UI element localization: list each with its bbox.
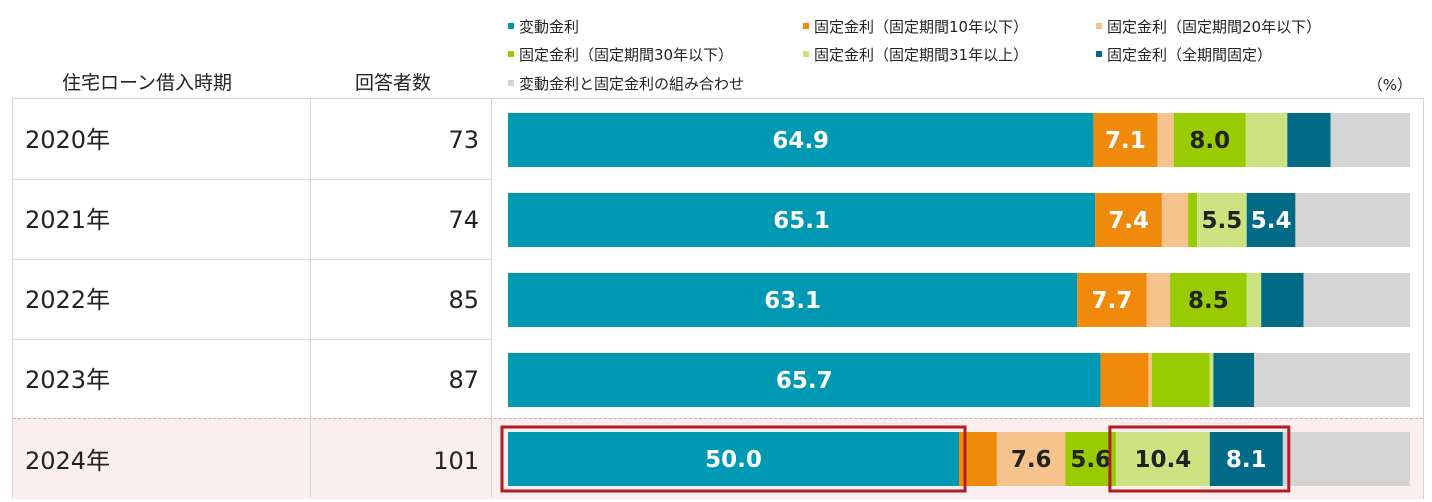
highlight-box-variable <box>500 425 967 493</box>
bar-segment <box>1209 353 1214 407</box>
table-row: 2023年 87 <box>13 340 1423 420</box>
data-label: 10.4 <box>1135 447 1192 473</box>
bar-segment <box>508 353 1101 407</box>
data-label: 7.4 <box>1108 208 1149 234</box>
bar-segment <box>1170 273 1247 327</box>
bar-segment <box>1246 273 1262 327</box>
row-year: 2021年 <box>25 206 111 234</box>
bar-segment <box>1209 432 1283 486</box>
data-label: 7.6 <box>1011 447 1052 473</box>
bar-segment <box>1093 113 1158 167</box>
bar-segment <box>1287 113 1331 167</box>
legend-swatch <box>508 23 514 29</box>
data-label: 65.7 <box>776 368 833 394</box>
legend-swatch <box>803 23 809 29</box>
bar-segment <box>508 273 1078 327</box>
bar-segment <box>1100 353 1149 407</box>
bar-segment <box>1157 113 1174 167</box>
column-divider <box>491 99 492 498</box>
bar-segment <box>1197 193 1247 247</box>
data-label: 8.5 <box>1188 288 1229 314</box>
legend-swatch <box>1096 51 1102 57</box>
legend-item-fixed-30y: 固定金利（固定期間30年以下） <box>508 46 733 64</box>
legend-label: 固定金利（固定期間30年以下） <box>519 46 734 64</box>
legend-item-variable: 変動金利 <box>508 18 579 36</box>
bar-segment <box>1295 193 1410 247</box>
bar-segment <box>1077 273 1147 327</box>
bar-segment <box>1095 193 1162 247</box>
bar-segment <box>1330 113 1410 167</box>
legend-swatch <box>508 80 514 86</box>
row-year: 2023年 <box>25 366 111 394</box>
legend-label: 固定金利（固定期間10年以下） <box>814 18 1029 36</box>
legend-item-fixed-full: 固定金利（全期間固定） <box>1096 46 1272 64</box>
legend-label: 固定金利（全期間固定） <box>1107 46 1273 64</box>
legend-label: 変動金利と固定金利の組み合わせ <box>519 75 745 93</box>
legend-label: 変動金利 <box>519 18 580 36</box>
bar-segment <box>1161 193 1189 247</box>
column-divider <box>310 99 311 498</box>
table-row: 2021年 74 <box>13 180 1423 260</box>
bar-segment <box>1261 273 1304 327</box>
bar-segment <box>996 432 1066 486</box>
highlight-box-long-fixed <box>1108 425 1291 493</box>
row-year: 2022年 <box>25 286 111 314</box>
bar-segment <box>1282 432 1410 486</box>
data-label: 65.1 <box>773 208 830 234</box>
data-label: 7.1 <box>1105 128 1146 154</box>
row-year: 2020年 <box>25 126 111 154</box>
row-year: 2024年 <box>25 447 111 475</box>
bar-segment <box>1213 353 1254 407</box>
row-respondents: 73 <box>448 126 479 154</box>
legend-swatch <box>803 51 809 57</box>
bar-segment <box>1146 273 1171 327</box>
legend-swatch <box>1096 23 1102 29</box>
bar-segment <box>508 193 1096 247</box>
bar-segment <box>1148 353 1152 407</box>
header-respondents: 回答者数 <box>355 72 432 94</box>
data-label: 7.7 <box>1092 288 1133 314</box>
data-label: 5.5 <box>1202 208 1243 234</box>
table-row: 2020年 73 <box>13 99 1423 179</box>
bar-segment <box>1245 113 1288 167</box>
row-respondents: 87 <box>448 366 479 394</box>
data-label: 8.0 <box>1189 128 1230 154</box>
bar-segment <box>508 113 1094 167</box>
data-label: 50.0 <box>705 447 762 473</box>
row-respondents: 101 <box>433 447 479 475</box>
bar-segment <box>508 432 959 486</box>
row-respondents: 74 <box>448 206 479 234</box>
bar-segment <box>1173 113 1246 167</box>
bar-segment <box>1303 273 1410 327</box>
legend-item-combination: 変動金利と固定金利の組み合わせ <box>508 75 744 93</box>
row-divider <box>13 259 491 260</box>
legend-item-fixed-10y: 固定金利（固定期間10年以下） <box>803 18 1028 36</box>
bar-segment <box>1254 353 1410 407</box>
legend-item-fixed-20y: 固定金利（固定期間20年以下） <box>1096 18 1321 36</box>
data-label: 5.4 <box>1251 208 1292 234</box>
unit-label: （%） <box>1367 76 1412 94</box>
data-label: 64.9 <box>772 128 829 154</box>
legend-swatch <box>508 51 514 57</box>
row-divider <box>13 339 491 340</box>
data-label: 5.6 <box>1070 447 1111 473</box>
table-row: 2022年 85 <box>13 260 1423 340</box>
data-label: 8.1 <box>1226 447 1267 473</box>
data-label: 63.1 <box>764 288 821 314</box>
bar-segment <box>1115 432 1210 486</box>
row-respondents: 85 <box>448 286 479 314</box>
bar-segment <box>1152 353 1210 407</box>
header-period: 住宅ローン借入時期 <box>62 72 233 94</box>
row-divider <box>13 179 491 180</box>
legend-label: 固定金利（固定期間20年以下） <box>1107 18 1322 36</box>
bar-segment <box>1246 193 1296 247</box>
legend-item-fixed-31y: 固定金利（固定期間31年以上） <box>803 46 1028 64</box>
bar-segment <box>1065 432 1116 486</box>
legend-label: 固定金利（固定期間31年以上） <box>814 46 1029 64</box>
bar-segment <box>1188 193 1198 247</box>
